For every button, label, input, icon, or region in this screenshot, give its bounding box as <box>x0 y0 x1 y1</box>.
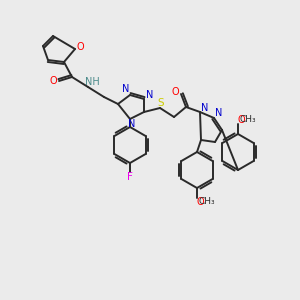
Text: CH₃: CH₃ <box>240 116 256 124</box>
Text: S: S <box>158 98 164 108</box>
Text: N: N <box>146 90 154 100</box>
Text: O: O <box>76 42 84 52</box>
Text: N: N <box>128 119 136 129</box>
Text: O: O <box>196 197 204 207</box>
Text: O: O <box>171 87 179 97</box>
Text: N: N <box>201 103 209 113</box>
Text: O: O <box>49 76 57 86</box>
Text: N: N <box>122 84 130 94</box>
Text: NH: NH <box>85 77 99 87</box>
Text: CH₃: CH₃ <box>199 197 215 206</box>
Text: N: N <box>215 108 223 118</box>
Text: O: O <box>237 115 245 125</box>
Text: F: F <box>127 172 133 182</box>
